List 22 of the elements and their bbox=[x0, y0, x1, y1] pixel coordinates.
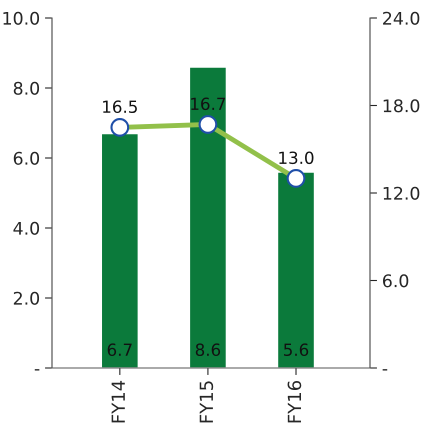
y2-tick-label: - bbox=[382, 369, 388, 371]
data-label: 6.7 bbox=[108, 343, 132, 356]
y2-tick-label: 24.0 bbox=[383, 12, 420, 25]
y2-tick-label: 12.0 bbox=[384, 186, 420, 200]
x-tick-label: FY16 bbox=[288, 380, 302, 422]
y2-tick-label: 18.0 bbox=[384, 99, 420, 112]
y-tick-label: 4.0 bbox=[13, 222, 40, 235]
y-tick-label: 8.0 bbox=[14, 82, 40, 95]
x-tick-label: FY14 bbox=[112, 380, 125, 422]
y-tick-label: 6.0 bbox=[14, 152, 40, 165]
x-tick-label: FY15 bbox=[200, 381, 214, 422]
y-tick-label: 2.0 bbox=[14, 292, 40, 305]
bar bbox=[276, 171, 316, 368]
bar bbox=[188, 66, 228, 368]
data-label: 5.6 bbox=[284, 343, 308, 356]
data-label: 13.0 bbox=[279, 151, 314, 164]
y-tick-label: 10.0 bbox=[3, 12, 40, 25]
data-label: 16.5 bbox=[103, 100, 137, 114]
data-label: 16.7 bbox=[191, 98, 226, 110]
data-label: 8.6 bbox=[196, 343, 220, 356]
y2-tick-label: 6.0 bbox=[383, 274, 408, 288]
y-tick-label: - bbox=[34, 369, 40, 371]
